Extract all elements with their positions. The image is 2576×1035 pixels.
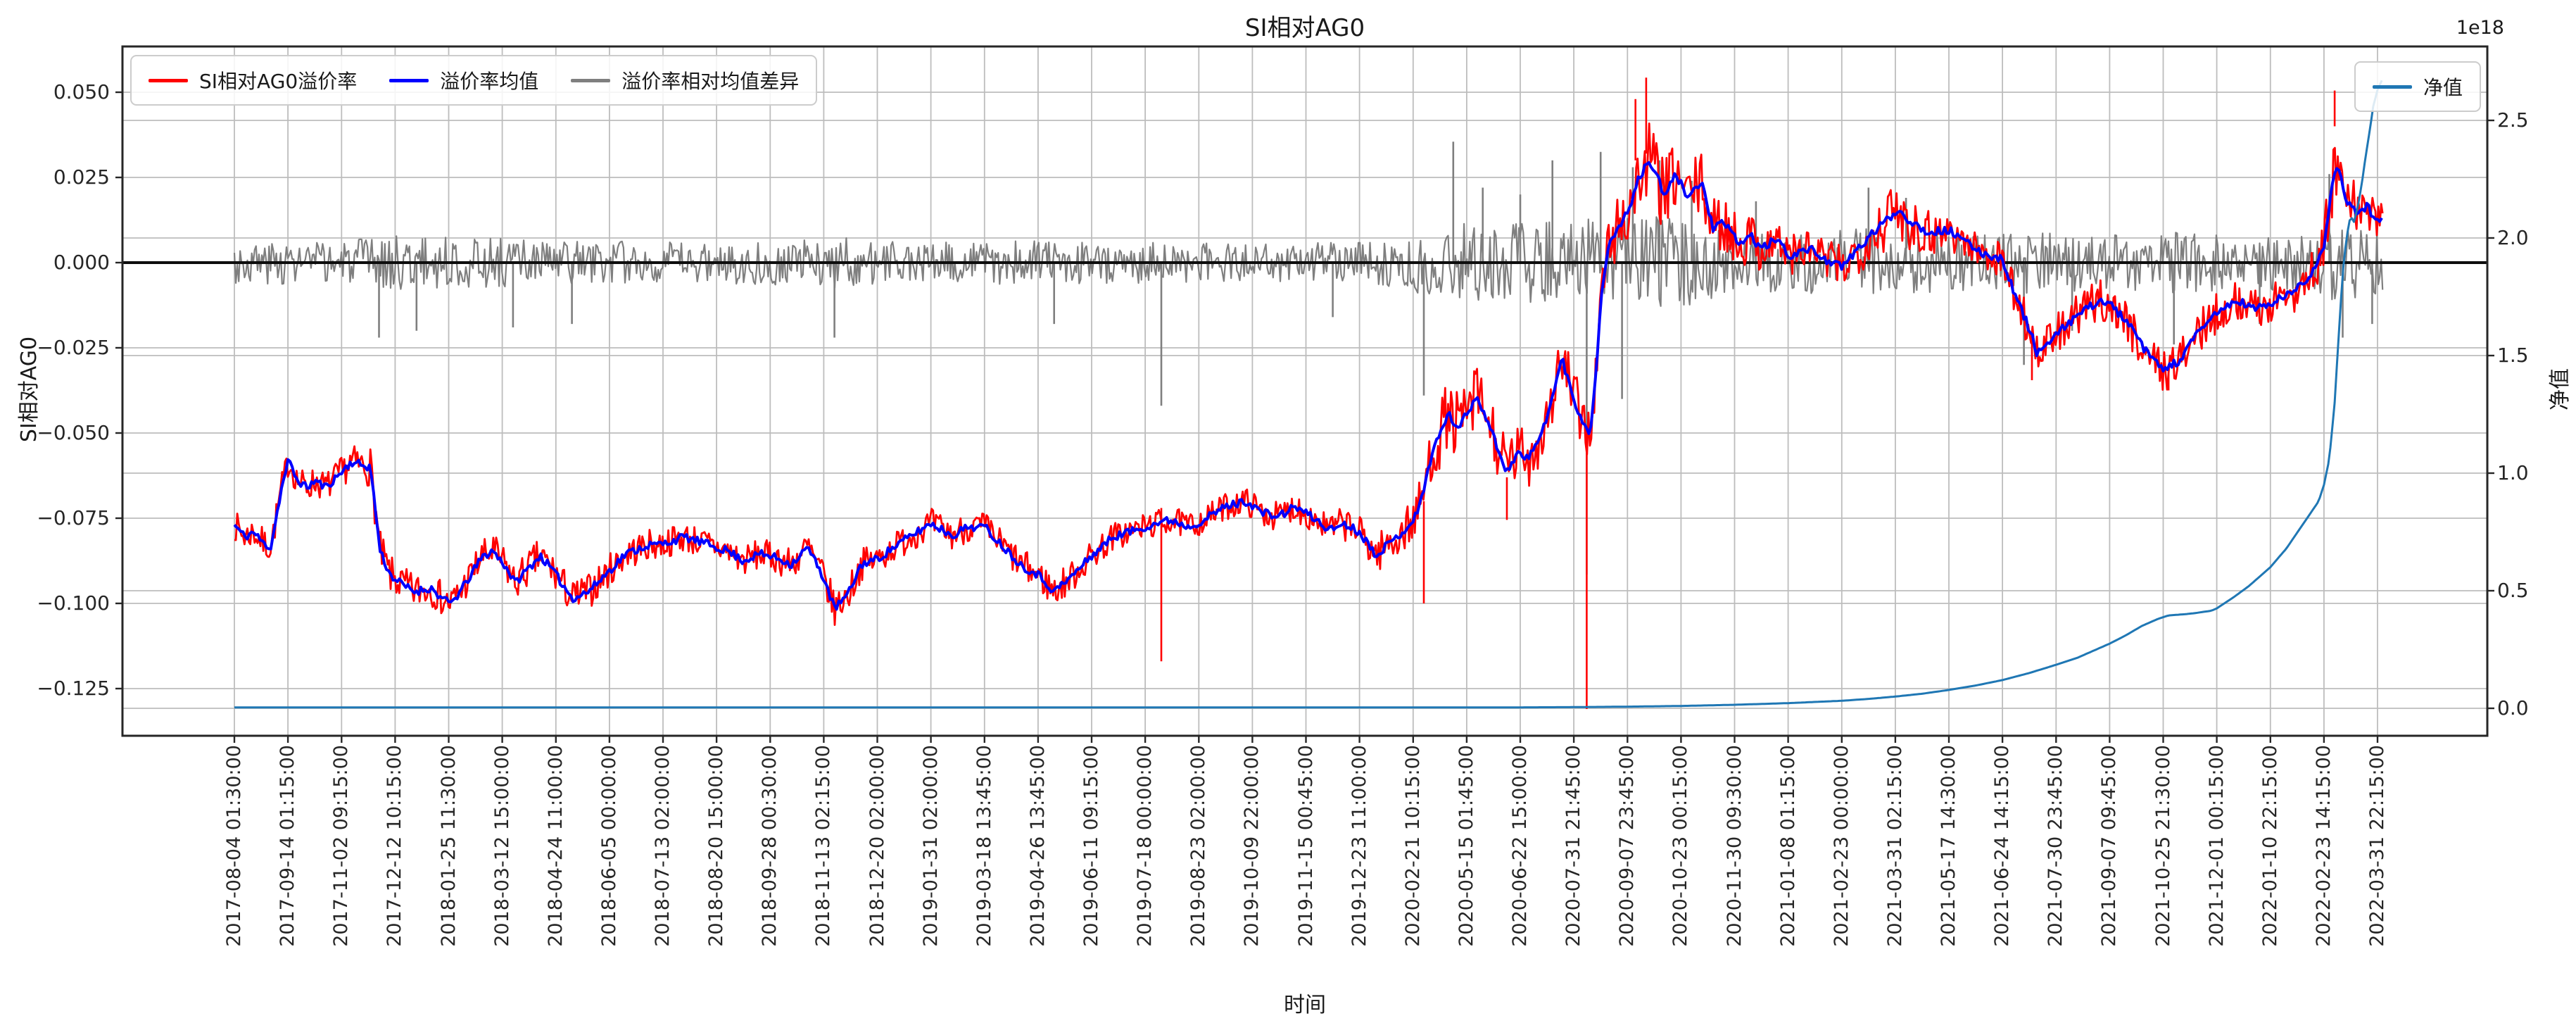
- x-tick-label: 2018-08-20 15:00:00: [705, 745, 728, 947]
- x-tick-label: 2019-07-18 00:00:00: [1134, 745, 1156, 947]
- legend-item: SI相对AG0溢价率: [149, 66, 357, 94]
- right-axis-offset-text: 1e18: [2456, 17, 2504, 39]
- legend-label: SI相对AG0溢价率: [199, 70, 358, 93]
- x-tick-label: 2021-07-30 23:45:00: [2045, 745, 2067, 947]
- legend-item: 溢价率相对均值差异: [571, 66, 799, 94]
- x-tick-label: 2018-01-25 11:30:00: [437, 745, 460, 947]
- y-tick-label-left: −0.075: [37, 506, 110, 529]
- y-tick-label-right: 2.5: [2497, 108, 2529, 132]
- x-tick-label: 2017-08-04 01:30:00: [223, 745, 245, 947]
- series-line: [233, 161, 2383, 611]
- x-tick-label: 2021-02-23 00:00:00: [1830, 745, 1852, 947]
- x-tick-label: 2020-05-15 01:45:00: [1455, 745, 1477, 947]
- series-line: [234, 122, 2384, 626]
- y-tick-label-left: 0.050: [53, 80, 110, 104]
- x-tick-label: 2022-02-23 14:15:00: [2312, 745, 2335, 947]
- y-tick-label-right: 0.0: [2497, 696, 2529, 720]
- y-tick-label-left: −0.100: [37, 591, 110, 615]
- x-tick-label: 2022-01-10 22:15:00: [2259, 745, 2281, 947]
- x-tick-label: 2019-03-18 13:45:00: [973, 745, 995, 947]
- y-tick-label-right: 1.5: [2497, 344, 2529, 367]
- x-tick-label: 2018-11-13 02:15:00: [812, 745, 835, 947]
- legend-label: 溢价率相对均值差异: [621, 70, 800, 93]
- x-tick-label: 2017-11-02 09:15:00: [330, 745, 353, 947]
- x-tick-label: 2018-06-05 00:00:00: [598, 745, 620, 947]
- legend-item: 溢价率均值: [389, 66, 538, 94]
- chart-title: SI相对AG0: [1244, 14, 1365, 42]
- x-tick-label: 2020-06-22 15:00:00: [1509, 745, 1531, 947]
- x-tick-label: 2021-09-07 09:45:00: [2098, 745, 2121, 947]
- x-tick-label: 2020-02-21 10:15:00: [1401, 745, 1424, 947]
- y-tick-label-right: 0.5: [2497, 579, 2529, 602]
- x-tick-label: 2020-10-23 00:15:00: [1669, 745, 1692, 947]
- x-tick-label: 2020-11-30 09:30:00: [1723, 745, 1745, 947]
- legend-label: 净值: [2423, 76, 2463, 99]
- y-axis-label-right: 净值: [2548, 368, 2572, 410]
- legend-item: 净值: [2373, 73, 2463, 101]
- x-tick-label: 2019-11-15 00:45:00: [1294, 745, 1317, 947]
- x-tick-label: 2019-10-09 22:00:00: [1241, 745, 1263, 947]
- x-tick-label: 2017-09-14 01:15:00: [277, 745, 299, 947]
- x-tick-label: 2018-12-20 02:00:00: [866, 745, 888, 947]
- y-tick-label-left: −0.125: [37, 677, 110, 700]
- x-tick-label: 2018-07-13 02:00:00: [652, 745, 674, 947]
- x-tick-label: 2018-04-24 11:00:00: [544, 745, 567, 947]
- x-tick-label: 2019-04-26 13:45:00: [1026, 745, 1049, 947]
- legend-line-swatch: [149, 78, 188, 82]
- series-line: [234, 80, 2383, 709]
- x-tick-label: 2019-06-11 09:15:00: [1080, 745, 1102, 947]
- x-tick-label: 2020-09-07 23:45:00: [1616, 745, 1639, 947]
- y-tick-label-left: 0.000: [53, 251, 110, 274]
- x-tick-label: 2021-03-31 02:15:00: [1883, 745, 1906, 947]
- x-tick-label: 2019-01-31 02:00:00: [919, 745, 942, 947]
- x-axis-label: 时间: [1284, 993, 1326, 1017]
- x-tick-label: 2017-12-12 10:15:00: [384, 745, 406, 947]
- x-tick-label: 2021-05-17 14:30:00: [1938, 745, 1959, 947]
- x-tick-label: 2018-03-12 15:00:00: [491, 745, 513, 947]
- y-tick-label-left: −0.050: [37, 421, 110, 444]
- legend-line-swatch: [2373, 84, 2412, 89]
- y-tick-label-left: 0.025: [53, 165, 110, 189]
- legend-main: SI相对AG0溢价率 溢价率均值 溢价率相对均值差异: [130, 55, 818, 106]
- x-tick-label: 2022-03-31 22:15:00: [2366, 745, 2388, 947]
- x-tick-label: 2019-08-23 02:00:00: [1187, 745, 1210, 947]
- x-tick-label: 2019-12-23 11:00:00: [1348, 745, 1370, 947]
- plot-border: [121, 45, 2489, 737]
- x-tick-label: 2021-01-08 01:15:00: [1776, 745, 1799, 947]
- x-tick-label: 2018-09-28 00:30:00: [759, 745, 781, 947]
- legend-net: 净值: [2354, 61, 2482, 112]
- legend-label: 溢价率均值: [440, 70, 539, 93]
- x-tick-label: 2021-10-25 21:30:00: [2152, 745, 2174, 947]
- y-tick-label-right: 2.0: [2497, 226, 2529, 249]
- x-tick-label: 2021-12-01 00:15:00: [2205, 745, 2228, 947]
- y-tick-label-right: 1.0: [2497, 461, 2529, 484]
- x-tick-label: 2020-07-31 21:45:00: [1562, 745, 1585, 947]
- x-tick-label: 2021-06-24 14:15:00: [1991, 745, 2014, 947]
- legend-line-swatch: [389, 78, 429, 82]
- y-tick-label-left: −0.025: [37, 336, 110, 359]
- legend-line-swatch: [571, 78, 611, 82]
